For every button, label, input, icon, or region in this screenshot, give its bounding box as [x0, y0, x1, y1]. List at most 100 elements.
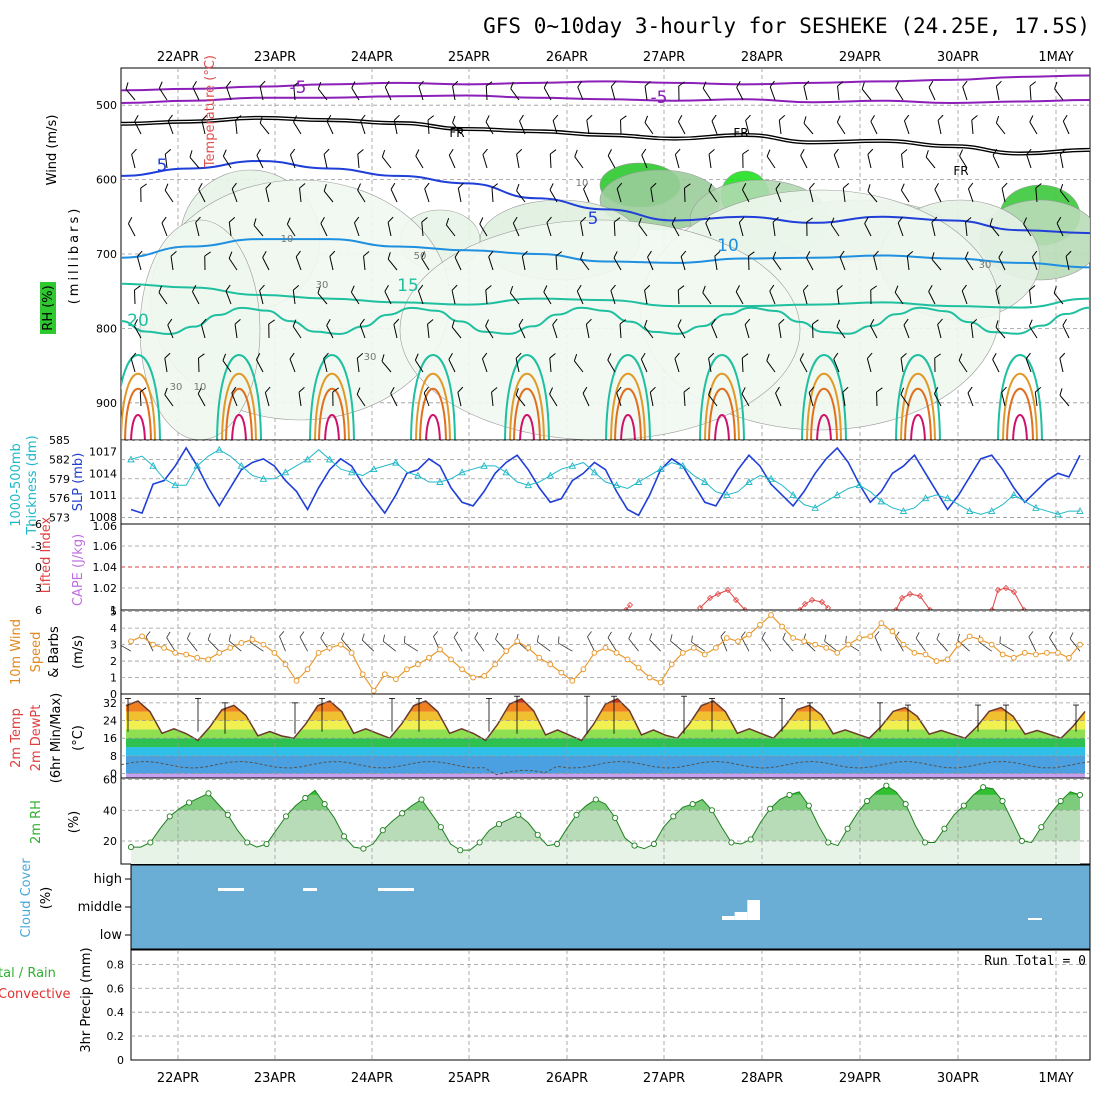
- wind-barb: [616, 182, 623, 203]
- wind-barb-10m: [607, 631, 617, 652]
- cape-point: [926, 606, 934, 610]
- wind-barb-staff: [170, 256, 174, 271]
- wind-barb-staff: [491, 392, 494, 407]
- wind-barb-flag: [363, 251, 370, 257]
- lifted-index-tick: 3: [35, 582, 42, 595]
- wind-barb: [574, 149, 584, 169]
- wind-barb-staff: [836, 326, 846, 339]
- wind-barb-staff: [481, 358, 488, 373]
- rh-point: [1076, 791, 1084, 798]
- wind-barb-flag: [457, 182, 464, 189]
- wind-barb: [225, 284, 232, 305]
- wind-barb-10m-staff: [404, 642, 419, 652]
- mid-cloud-segment: [747, 900, 760, 920]
- wind-barb-flag: [357, 149, 364, 155]
- wind-barb-flag: [649, 386, 656, 393]
- wind-barb-10m-staff: [691, 641, 706, 652]
- wind-barb: [903, 318, 910, 339]
- rh-point: [302, 794, 309, 802]
- cape-tick: 1.02: [93, 582, 118, 595]
- wind-barb: [1059, 183, 1070, 203]
- diurnal-isotherm-bulb: [509, 373, 545, 440]
- wind-barb: [748, 251, 755, 271]
- rh-point: [1038, 824, 1045, 831]
- wind-barb-flag: [164, 387, 168, 395]
- wind-speed-point: [315, 649, 322, 656]
- wind-barb-flag: [934, 353, 941, 359]
- wind-barb-staff: [515, 358, 520, 373]
- wind-barb: [417, 284, 424, 305]
- wind-barb-flag: [620, 115, 627, 121]
- wind-barb: [521, 250, 528, 271]
- wind-barb: [170, 250, 177, 271]
- wind-barb: [1025, 352, 1032, 373]
- wind-barb: [1034, 387, 1042, 407]
- diurnal-isotherm-bulb: [910, 414, 926, 440]
- wind-barb-staff: [1065, 256, 1070, 271]
- wind-speed-point: [150, 641, 156, 648]
- wind-barb-10m: [453, 631, 463, 652]
- wind-barb-flag: [222, 149, 227, 157]
- diurnal-isotherm-bulb: [704, 373, 740, 440]
- wind-barb-staff: [677, 289, 680, 305]
- wind-barb: [228, 217, 236, 237]
- wind-barb-flag: [381, 354, 385, 362]
- wind-barb-staff: [356, 358, 360, 373]
- wind-barb-10m: [403, 635, 419, 652]
- top-date-1MAY: 1MAY: [1038, 50, 1073, 65]
- wind-barb-flag: [613, 251, 618, 259]
- wind-barb: [613, 217, 621, 237]
- wind-barb-flag: [222, 353, 227, 361]
- slp-tick: 1011: [89, 489, 117, 502]
- wind-barb-10m: [145, 631, 154, 652]
- wind-barb-staff: [745, 120, 750, 135]
- wind-barb-flag: [809, 182, 815, 189]
- wind-barb-10m: [382, 634, 397, 652]
- wind-barb: [140, 183, 147, 203]
- wind-barb: [684, 183, 691, 203]
- wind-barb-staff: [136, 256, 142, 271]
- wind-barb-staff: [989, 224, 1000, 237]
- cape-tick: 1: [110, 604, 117, 617]
- diurnal-isotherm-bulb: [221, 373, 257, 440]
- wind-barb-staff: [381, 360, 392, 373]
- wind-barb-flag: [1059, 352, 1066, 359]
- wind-barb-flag: [836, 115, 841, 123]
- pressure-tick: 900: [96, 397, 117, 410]
- wind-barb: [619, 319, 627, 339]
- wind-barb-flag: [351, 81, 356, 89]
- wind-barb-flag: [735, 285, 740, 292]
- isotherm-line: [121, 282, 1090, 309]
- wind-barb: [903, 114, 910, 135]
- wind-barb-flag: [861, 82, 865, 90]
- cape-point: [741, 606, 749, 610]
- wind-barb-flag: [1053, 286, 1057, 294]
- wind-barb-10m-staff: [782, 638, 794, 652]
- wind-barb-staff: [903, 324, 910, 339]
- wind-barb-staff: [1034, 392, 1038, 407]
- wind-barb-staff: [191, 291, 200, 305]
- wind-barb-flag: [607, 149, 612, 156]
- rh-contour-label: 10: [194, 382, 207, 393]
- thickness-point: [678, 461, 687, 469]
- wind-barb-staff: [293, 121, 302, 135]
- wind-barb-flag: [680, 250, 687, 257]
- wind-barb-staff: [262, 257, 270, 271]
- wind-barb: [683, 387, 691, 407]
- wind-speed-point: [1010, 654, 1017, 661]
- wind-barb-staff: [390, 393, 398, 407]
- wind-barb-flag: [702, 285, 706, 293]
- wind-barb-staff: [619, 323, 622, 339]
- wind-barb-10m: [587, 631, 595, 652]
- wind-barb-flag: [381, 149, 386, 158]
- wind-barb: [931, 216, 938, 237]
- wind-barb-flag: [543, 81, 548, 88]
- wind-barb-flag: [265, 386, 271, 393]
- wind-barb-staff: [516, 190, 526, 203]
- wind-barb-flag: [356, 353, 364, 359]
- wind-barb-staff: [549, 393, 558, 407]
- wind-barb-flag: [900, 352, 907, 359]
- wind-barb-staff: [164, 190, 174, 203]
- wind-barb: [292, 319, 302, 339]
- wind-barb-staff: [680, 256, 686, 271]
